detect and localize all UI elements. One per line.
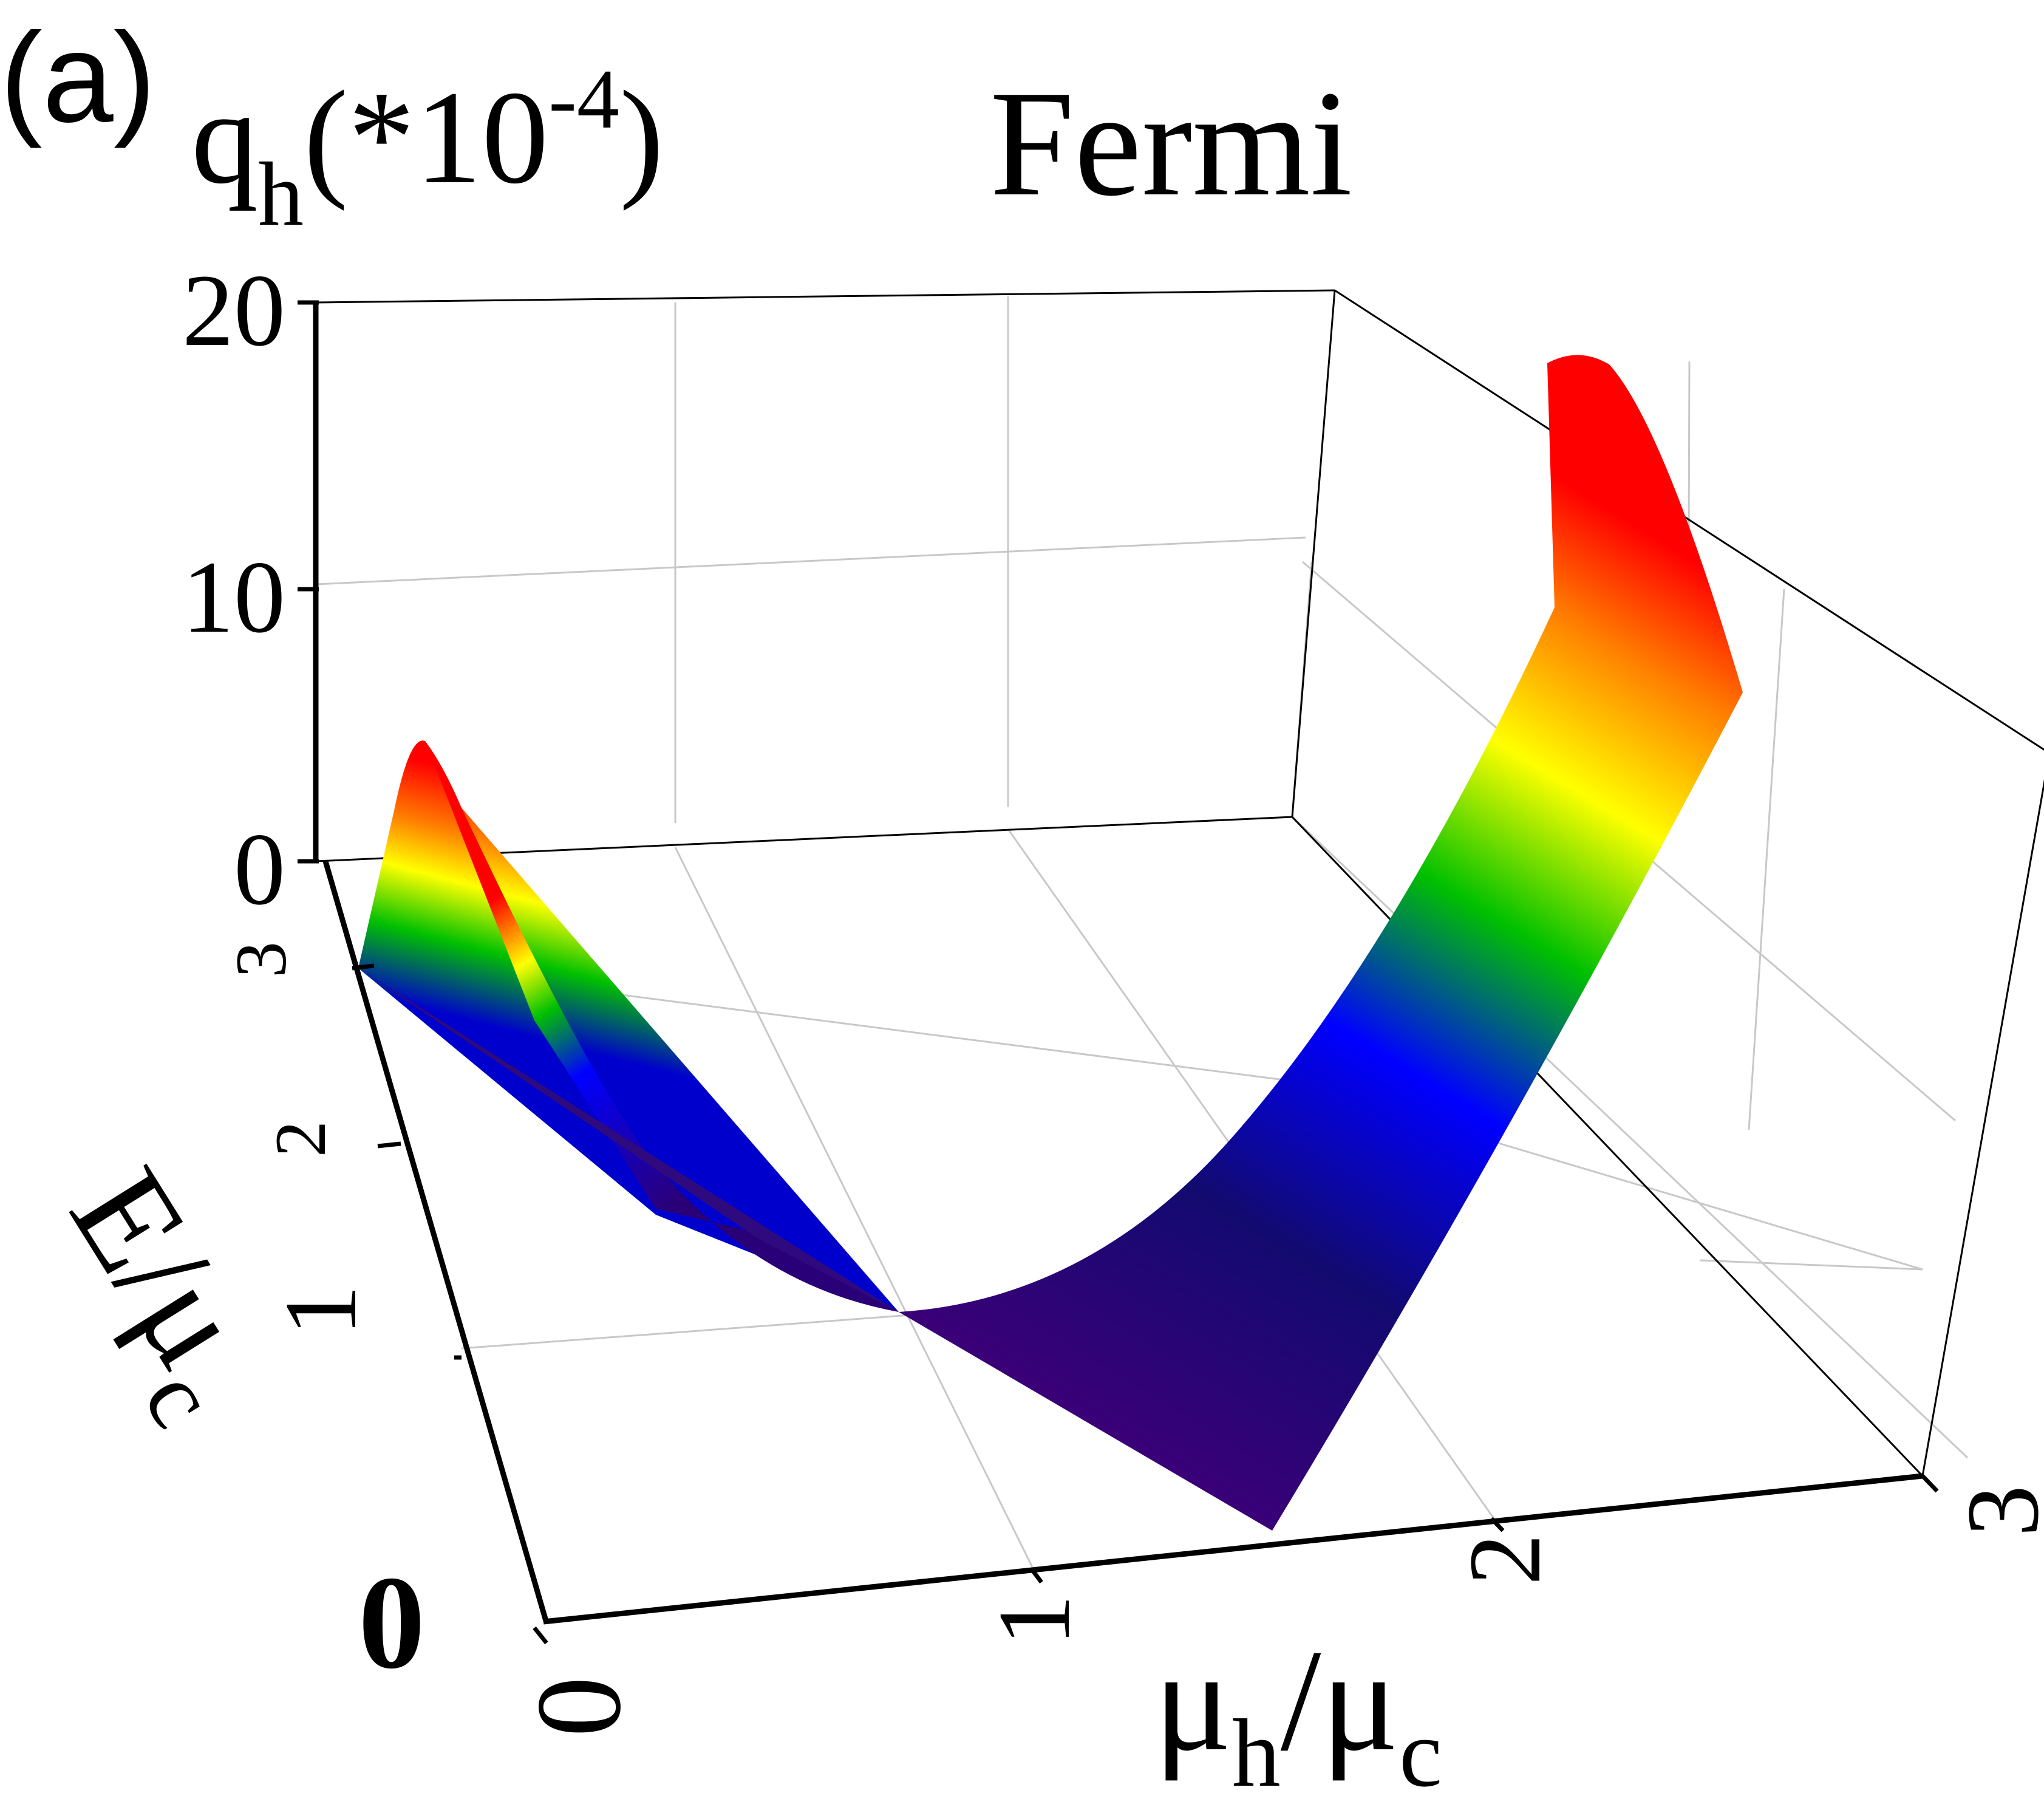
svg-text:(a): (a): [0, 6, 156, 149]
x-tick-label: 2: [1448, 1534, 1562, 1585]
surface-right-face: [899, 355, 1743, 1531]
svg-text:qh(*10-4): qh(*10-4): [191, 52, 664, 245]
surface-left-ridge: [425, 741, 899, 1312]
surface: [358, 355, 1743, 1531]
grid-line: [1748, 589, 1785, 1130]
y-tick-label: 3: [220, 941, 301, 978]
grid-line: [1700, 1259, 1923, 1271]
x-axis-label: μh/μc: [1154, 1619, 1442, 1793]
grid-line: [674, 847, 1034, 1568]
surface-front-strip: [358, 968, 899, 1312]
y-axis-label: E/μc: [18, 1142, 301, 1444]
x-tick-label: 3: [1946, 1485, 2044, 1537]
svg-text:μh/μc: μh/μc: [1154, 1619, 1442, 1793]
surface-left-face: [358, 740, 899, 1312]
x-tick-labels: 0 1 2 3: [512, 1485, 2044, 1737]
panel-label: (a): [0, 6, 156, 149]
x-axis-line: [543, 1473, 1923, 1625]
y-axis-line: [322, 860, 550, 1624]
z-tick-label: 0: [234, 812, 285, 926]
svg-text:E/μc: E/μc: [18, 1142, 301, 1444]
axis-ticks: [298, 300, 1939, 1645]
x-tick-label: 0: [512, 1676, 646, 1737]
y-tick-label: 2: [260, 1121, 341, 1157]
svg-text:Fermi: Fermi: [990, 60, 1352, 228]
grid-line: [461, 1314, 911, 1350]
y-tick-labels: 3 2 1 0: [220, 941, 425, 1696]
z-tick-labels: 20 10 0: [182, 253, 285, 926]
grid-line: [315, 536, 1306, 586]
title: Fermi: [990, 60, 1352, 228]
axes: [313, 302, 1923, 1625]
y-tick-label: 0: [358, 1548, 425, 1696]
z-axis-label: qh(*10-4): [191, 52, 664, 245]
z-tick-label: 10: [182, 540, 285, 654]
x-tick-label: 1: [977, 1594, 1091, 1646]
y-tick-label: 1: [264, 1285, 378, 1336]
z-tick-label: 20: [182, 253, 285, 367]
